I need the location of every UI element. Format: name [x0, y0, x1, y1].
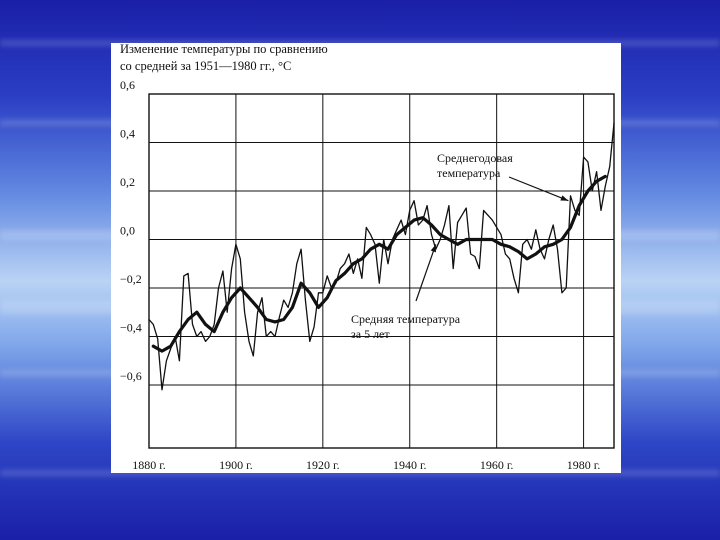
- five-year-mean-line: [151, 174, 607, 353]
- x-axis-ticks: 1880 г. 1900 г. 1920 г. 1940 г. 1960 г. 1980 …: [132, 458, 600, 472]
- series-group: [148, 122, 615, 391]
- y-tick-label: −0,6: [120, 369, 142, 383]
- y-tick-label: 0,6: [120, 78, 135, 92]
- x-tick-label: 1940 г.: [393, 458, 427, 472]
- y-tick-label: 0,4: [120, 127, 135, 141]
- annotation-arrow-head: [560, 195, 569, 201]
- annual-mean-line: [148, 122, 615, 391]
- plot-frame: [148, 93, 615, 449]
- y-tick-label: −0,2: [120, 272, 142, 286]
- annotation-arrow-line: [508, 176, 569, 202]
- x-tick-label: 1880 г.: [132, 458, 166, 472]
- annotation-label: Среднегодовая: [437, 151, 513, 165]
- annotation-label: Средняя температура: [351, 312, 461, 326]
- annotation-arrow-line: [415, 244, 437, 302]
- temperature-chart: Изменение температуры по сравнению со ср…: [120, 43, 615, 472]
- x-tick-label: 1900 г.: [219, 458, 253, 472]
- annotation-label: за 5 лет: [351, 327, 390, 341]
- chart-title-line-1: Изменение температуры по сравнению: [120, 43, 328, 56]
- annotation-arrow-head: [430, 244, 436, 253]
- y-tick-label: 0,2: [120, 175, 135, 189]
- annotation-label: температура: [437, 166, 501, 180]
- x-tick-label: 1980 г.: [567, 458, 601, 472]
- y-tick-label: −0,4: [120, 321, 142, 335]
- x-tick-label: 1920 г.: [306, 458, 340, 472]
- y-tick-label: 0,0: [120, 224, 135, 238]
- grid: [148, 93, 615, 449]
- x-tick-label: 1960 г.: [480, 458, 514, 472]
- chart-title-line-2: со средней за 1951—1980 гг., °C: [120, 59, 291, 73]
- chart-panel: Изменение температуры по сравнению со ср…: [111, 43, 621, 473]
- y-axis-ticks: 0,6 0,4 0,2 0,0 −0,2 −0,4 −0,6: [120, 78, 142, 383]
